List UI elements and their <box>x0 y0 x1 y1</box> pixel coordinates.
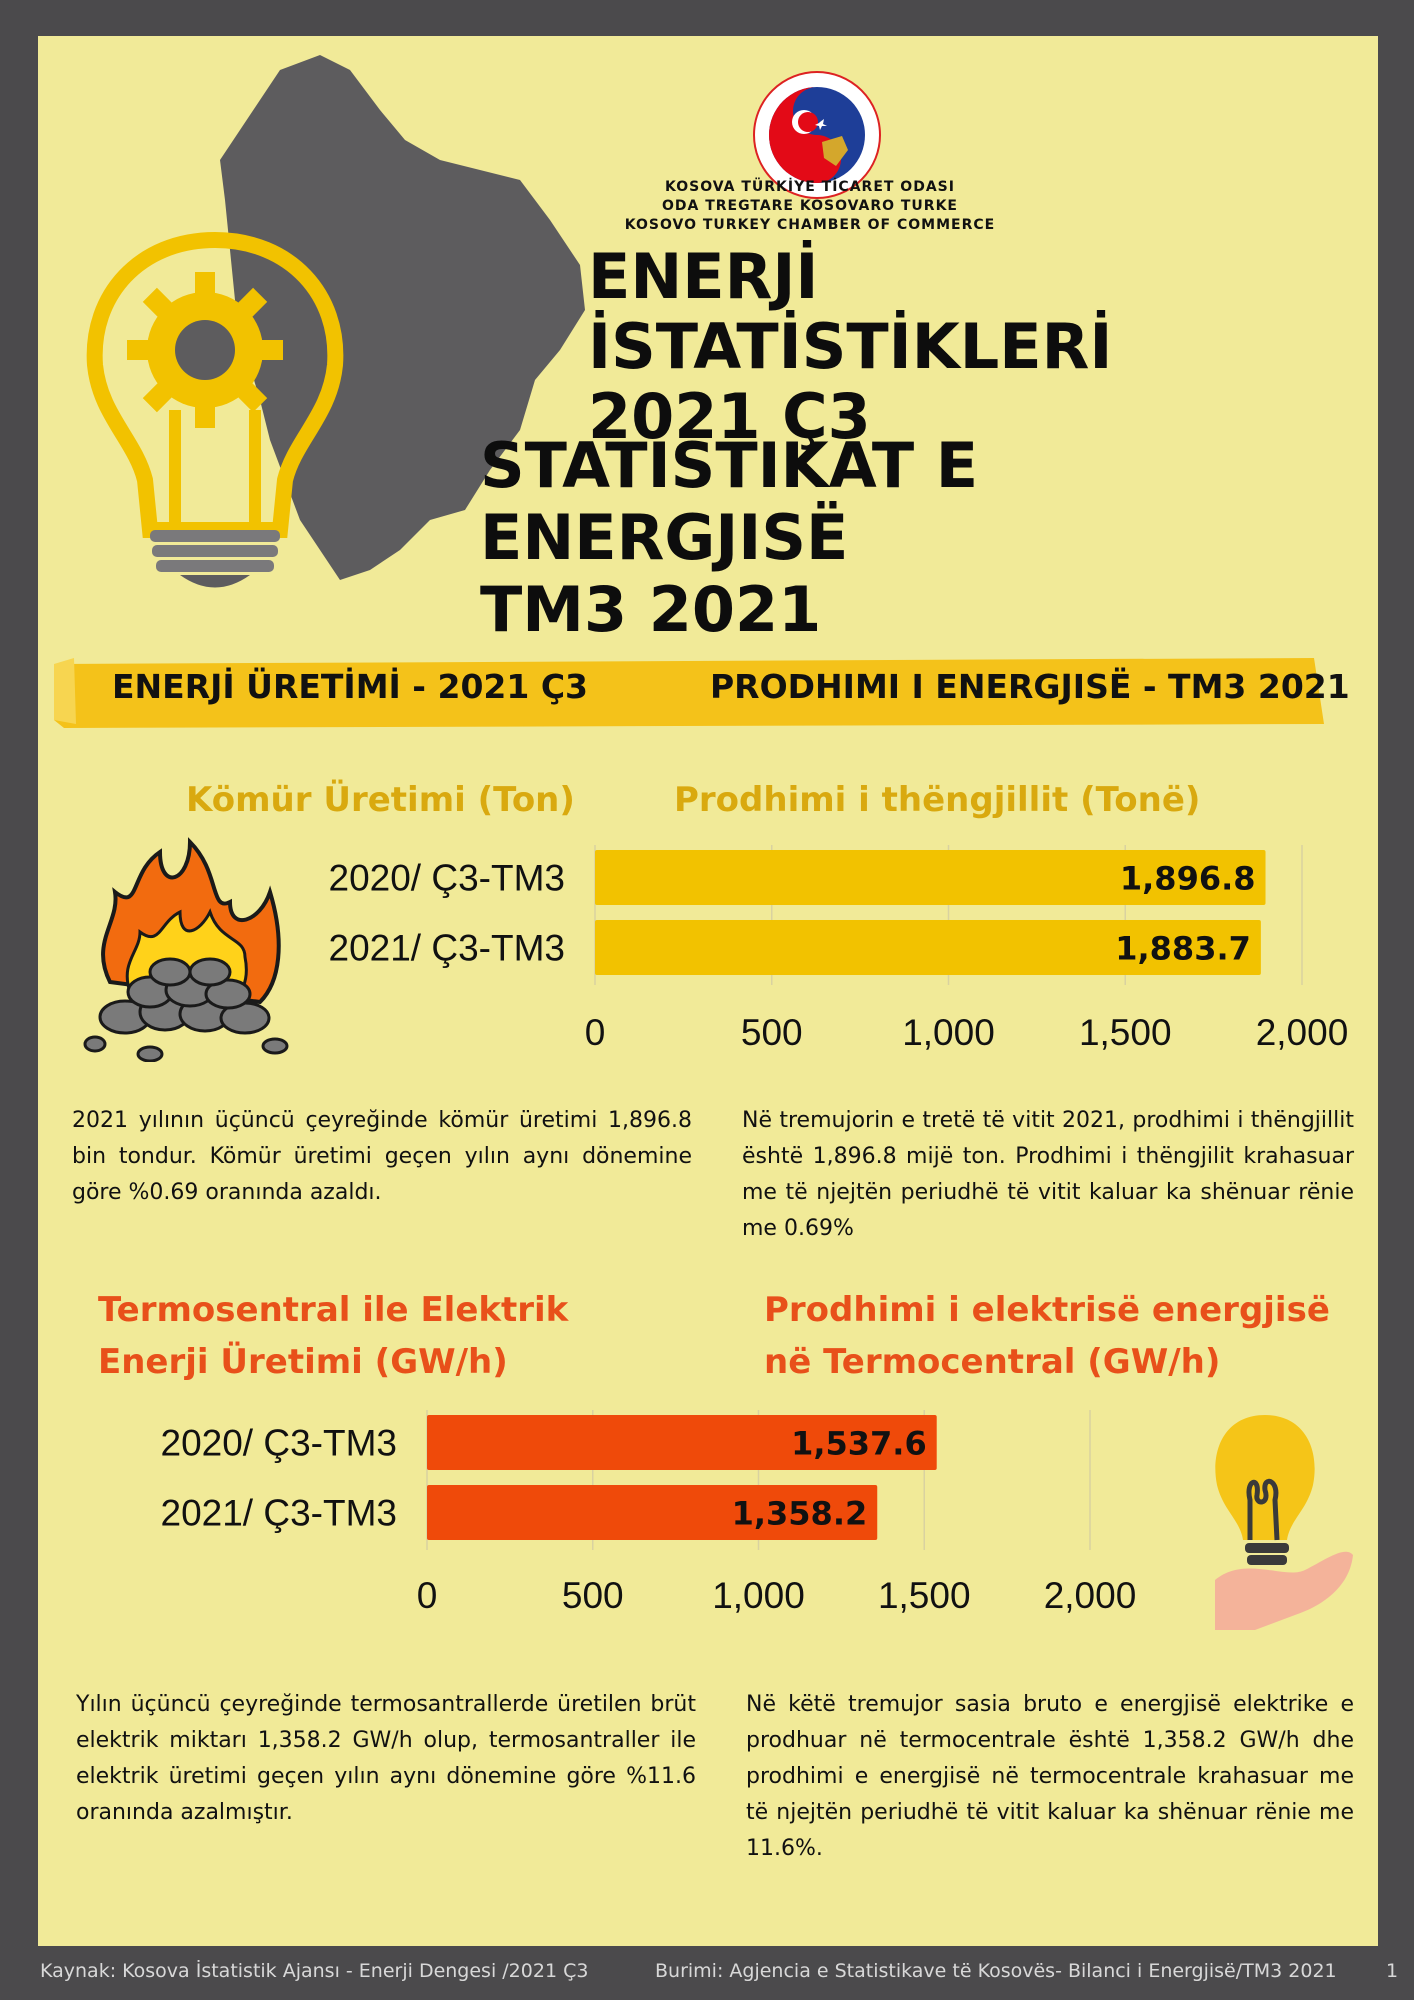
title-sq: STATISTIKAT E ENERGJISË TM3 2021 <box>480 430 1330 646</box>
footer-source-sq: Burimi: Agjencia e Statistikave të Kosov… <box>655 1960 1337 1982</box>
organization-name: KOSOVA TÜRKİYE TİCARET ODASI ODA TREGTAR… <box>600 178 1020 235</box>
thermal-text-tr: Yılın üçüncü çeyreğinde termosantrallerd… <box>76 1692 696 1825</box>
thermal-title-tr-line2: Enerji Üretimi (GW/h) <box>98 1342 508 1382</box>
tick-label: 1,000 <box>902 1012 995 1053</box>
thermal-title-tr: Termosentral ile Elektrik Enerji Üretimi… <box>98 1284 568 1388</box>
bar-value-label: 1,358.2 <box>732 1495 868 1533</box>
banner-title-tr: ENERJİ ÜRETİMİ - 2021 Ç3 <box>112 667 589 706</box>
title-tr-line1: ENERJİ İSTATİSTİKLERİ <box>588 240 1113 383</box>
footer-source-tr: Kaynak: Kosova İstatistik Ajansı - Enerj… <box>40 1960 589 1982</box>
title-sq-line2: TM3 2021 <box>480 573 822 646</box>
category-label: 2021/ Ç3-TM3 <box>329 928 566 969</box>
tick-label: 0 <box>585 1012 606 1053</box>
tick-label: 500 <box>562 1575 624 1616</box>
tick-label: 500 <box>741 1012 803 1053</box>
category-label: 2021/ Ç3-TM3 <box>161 1493 398 1534</box>
title-tr-line2: 2021 Ç3 <box>588 380 871 453</box>
category-label: 2020/ Ç3-TM3 <box>161 1423 398 1464</box>
bar <box>427 1415 937 1470</box>
thermal-title-sq-line1: Prodhimi i elektrisë energjisë <box>764 1290 1330 1330</box>
coal-text-sq: Në tremujorin e tretë të vitit 2021, pro… <box>742 1108 1354 1241</box>
org-line-en: KOSOVO TURKEY CHAMBER OF COMMERCE <box>624 217 996 233</box>
tick-label: 2,000 <box>1256 1012 1349 1053</box>
banner-title-sq: PRODHIMI I ENERGJISË - TM3 2021 <box>710 667 1350 706</box>
coal-title-sq: Prodhimi i thëngjillit (Tonë) <box>674 780 1201 820</box>
category-label: 2020/ Ç3-TM3 <box>329 858 566 899</box>
tick-label: 0 <box>417 1575 438 1616</box>
title-tr: ENERJİ İSTATİSTİKLERİ 2021 Ç3 <box>588 242 1308 452</box>
coal-title-tr: Kömür Üretimi (Ton) <box>186 780 575 820</box>
chamber-seal-logo <box>753 71 881 199</box>
bar-value-label: 1,883.7 <box>1115 930 1251 968</box>
thermal-title-tr-line1: Termosentral ile Elektrik <box>98 1290 569 1330</box>
page-number: 1 <box>1386 1960 1399 1982</box>
coal-text-tr: 2021 yılının üçüncü çeyreğinde kömür üre… <box>72 1108 692 1205</box>
org-line-sq: ODA TREGTARE KOSOVARO TURKE <box>661 198 958 214</box>
tick-label: 1,000 <box>712 1575 805 1616</box>
section-banner <box>54 658 1324 728</box>
campfire-coal-icon <box>83 837 289 1062</box>
tick-label: 1,500 <box>878 1575 971 1616</box>
org-line-tr: KOSOVA TÜRKİYE TİCARET ODASI <box>665 179 955 195</box>
thermal-electricity-chart: 1,537.6 2020/ Ç3-TM3 1,358.2 2021/ Ç3-TM3 0 5… <box>161 1410 1137 1616</box>
lightbulb-gear-icon <box>86 231 344 588</box>
tick-label: 2,000 <box>1044 1575 1137 1616</box>
kosovo-map-illustration <box>220 55 585 580</box>
bar <box>595 850 1266 905</box>
thermal-title-sq-line2: në Termocentral (GW/h) <box>764 1342 1221 1382</box>
coal-production-chart: 1,896.8 2020/ Ç3-TM3 1,883.7 2021/ Ç3-TM3 0 5… <box>329 845 1349 1053</box>
title-sq-line1: STATISTIKAT E ENERGJISË <box>480 429 979 574</box>
bar-value-label: 1,896.8 <box>1120 860 1256 898</box>
bar <box>427 1485 878 1540</box>
bar <box>595 920 1261 975</box>
thermal-title-sq: Prodhimi i elektrisë energjisë në Termoc… <box>764 1284 1330 1388</box>
thermal-text-sq: Në këtë tremujor sasia bruto e energjisë… <box>746 1692 1354 1861</box>
hand-holding-bulb-icon <box>1215 1415 1353 1630</box>
bar-value-label: 1,537.6 <box>791 1425 927 1463</box>
tick-label: 1,500 <box>1079 1012 1172 1053</box>
